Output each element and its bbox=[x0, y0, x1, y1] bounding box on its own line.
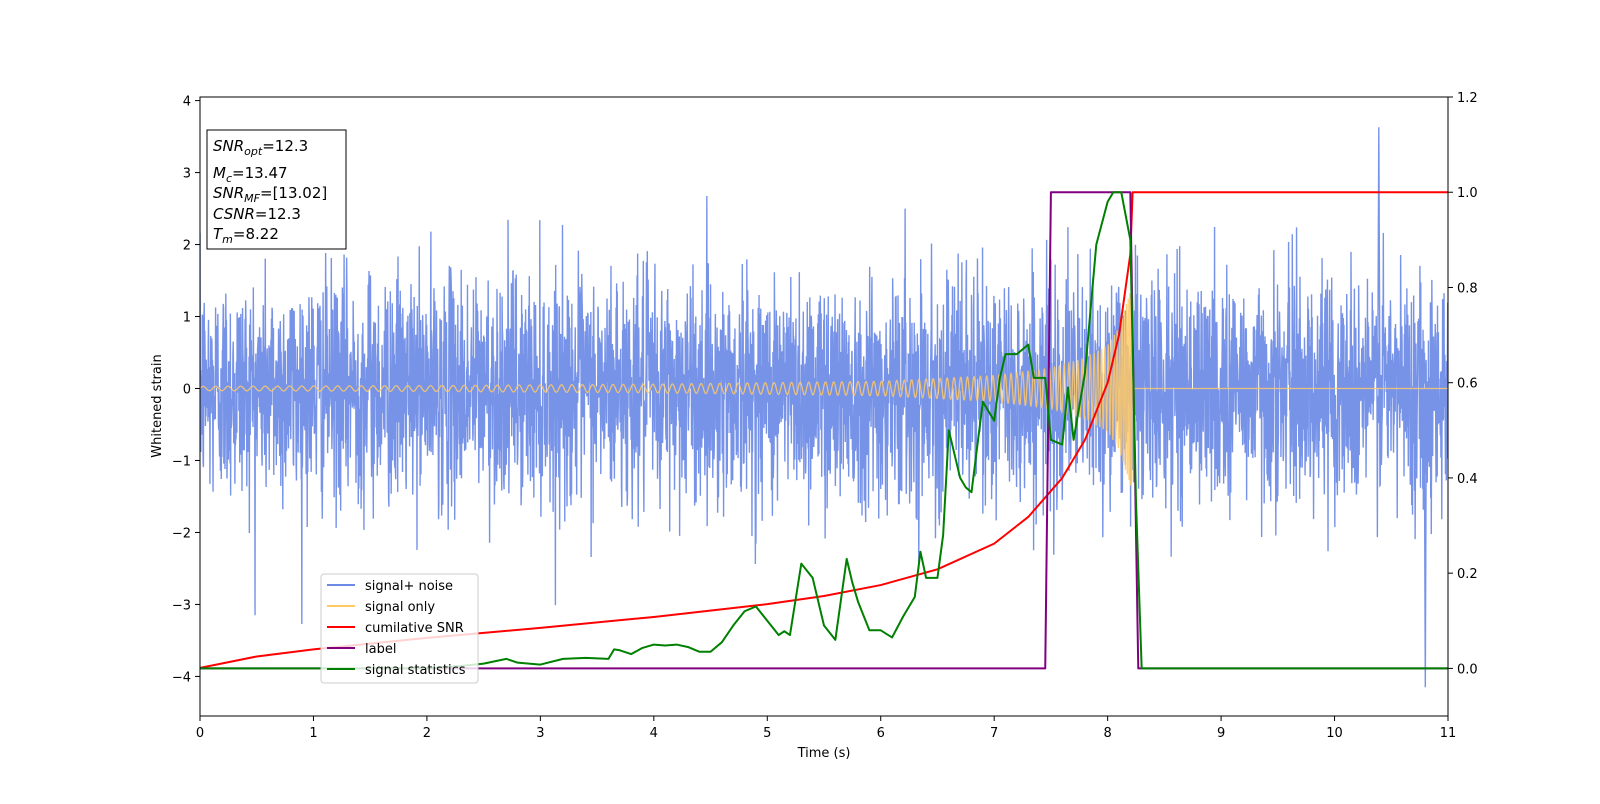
y-axis-right: 1.2 1.0 0.8 0.6 0.4 0.2 0.0 bbox=[1448, 91, 1478, 677]
x-tick-label: 1 bbox=[309, 726, 317, 741]
y-left-tick-label: 0 bbox=[183, 383, 191, 398]
x-axis: 0 1 2 3 4 5 6 7 8 9 10 11 bbox=[196, 716, 1456, 741]
series-signal-statistics bbox=[200, 191, 1448, 670]
legend-item-label: label bbox=[327, 642, 396, 657]
info-snr-mf: SNRMF=[13.02] bbox=[213, 184, 327, 205]
x-tick-label: 0 bbox=[196, 726, 204, 741]
info-csnr: CSNR=12.3 bbox=[213, 205, 301, 223]
info-box: SNRopt=12.3 Mc=13.47 SNRMF=[13.02] CSNR=… bbox=[206, 129, 347, 250]
x-tick-label: 10 bbox=[1326, 726, 1343, 741]
legend-item-signal-only: signal only bbox=[327, 600, 435, 615]
x-tick-label: 3 bbox=[536, 726, 544, 741]
legend-label-signal-noise: signal+ noise bbox=[365, 579, 453, 594]
y-left-tick-label: −3 bbox=[172, 598, 191, 613]
legend: signal+ noise signal only cumilative SNR… bbox=[320, 573, 479, 684]
legend-frame bbox=[320, 573, 479, 684]
legend-label-label: label bbox=[365, 642, 396, 657]
y-right-tick-label: 1.0 bbox=[1457, 186, 1478, 201]
x-tick-label: 2 bbox=[423, 726, 431, 741]
y-left-tick-label: 1 bbox=[183, 311, 191, 326]
legend-label-cumulative-snr: cumilative SNR bbox=[365, 621, 464, 636]
info-tm: Tm=8.22 bbox=[213, 225, 279, 246]
y-right-tick-label: 0.0 bbox=[1457, 662, 1478, 677]
y-left-tick-label: 3 bbox=[183, 167, 191, 182]
x-tick-label: 11 bbox=[1440, 726, 1457, 741]
x-axis-label: Time (s) bbox=[797, 746, 851, 761]
legend-label-signal-statistics: signal statistics bbox=[365, 663, 466, 678]
info-box-frame bbox=[206, 129, 347, 250]
x-tick-label: 8 bbox=[1103, 726, 1111, 741]
x-tick-label: 6 bbox=[877, 726, 885, 741]
legend-item-signal-statistics: signal statistics bbox=[327, 663, 466, 678]
x-tick-label: 7 bbox=[990, 726, 998, 741]
y-right-tick-label: 1.2 bbox=[1457, 91, 1478, 106]
series-signal-only bbox=[200, 292, 1448, 486]
y-left-tick-label: 4 bbox=[183, 95, 191, 110]
legend-label-signal-only: signal only bbox=[365, 600, 435, 615]
y-axis-label: Whitened strain bbox=[150, 354, 165, 457]
y-left-tick-label: 2 bbox=[183, 239, 191, 254]
y-axis-left: 4 3 2 1 0 −1 −2 −3 −4 bbox=[172, 95, 200, 685]
plot-frame bbox=[199, 96, 1449, 717]
x-tick-label: 4 bbox=[650, 726, 658, 741]
y-left-tick-label: −2 bbox=[172, 526, 191, 541]
info-mc: Mc=13.47 bbox=[213, 164, 288, 185]
info-snr-opt: SNRopt=12.3 bbox=[213, 137, 308, 158]
y-left-tick-label: −1 bbox=[172, 454, 191, 469]
x-tick-label: 5 bbox=[763, 726, 771, 741]
y-right-tick-label: 0.6 bbox=[1457, 377, 1478, 392]
y-right-tick-label: 0.8 bbox=[1457, 281, 1478, 296]
x-tick-label: 9 bbox=[1217, 726, 1225, 741]
y-left-tick-label: −4 bbox=[172, 670, 191, 685]
legend-item-signal-noise: signal+ noise bbox=[327, 579, 453, 594]
legend-item-cumulative-snr: cumilative SNR bbox=[327, 621, 464, 636]
y-right-tick-label: 0.4 bbox=[1457, 472, 1478, 487]
y-right-tick-label: 0.2 bbox=[1457, 567, 1478, 582]
